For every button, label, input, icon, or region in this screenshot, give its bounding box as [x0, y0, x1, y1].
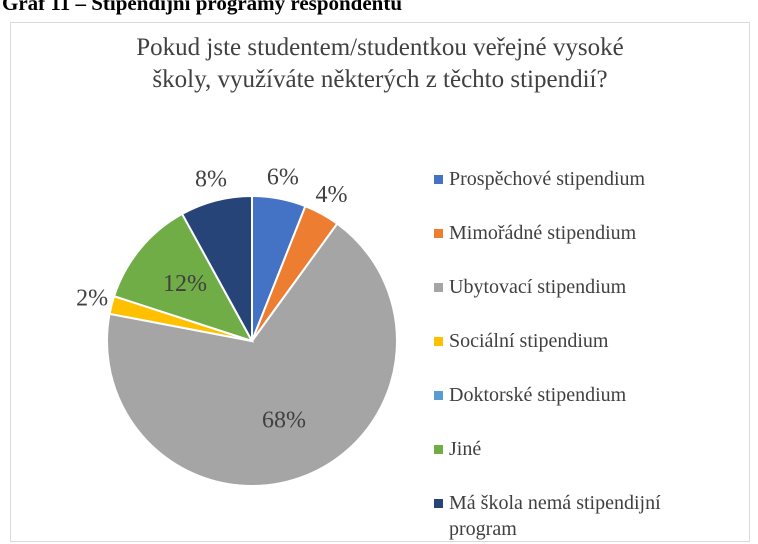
pie-slice [106, 222, 398, 487]
legend-label: Ubytovací stipendium [449, 276, 627, 298]
chart: 6% 4% 68% 2% 12% 8% [76, 164, 398, 487]
legend-item: Jiné [434, 436, 714, 490]
legend-item: Má škola nemá stipendijní program [434, 490, 714, 544]
chart-title: Pokud jste studentem/studentkou veřejné … [136, 34, 624, 93]
data-label: 6% [267, 164, 299, 190]
legend-swatch [434, 499, 443, 508]
pie-slice [180, 194, 253, 342]
legend-label: Má škola nemá stipendijní program [449, 492, 661, 540]
pie-slice [112, 212, 255, 343]
legend-swatch [434, 175, 443, 184]
legend-item: Doktorské stipendium [434, 382, 714, 436]
data-label: 68% [262, 407, 306, 433]
caption: Graf 11 – Stipendijní programy responden… [2, 0, 403, 15]
data-label: 8% [195, 167, 227, 193]
data-label: 2% [76, 285, 108, 311]
legend-label: Prospěchové stipendium [449, 168, 646, 190]
legend-swatch [434, 283, 443, 292]
legend: Prospěchové stipendium Mimořádné stipendi… [434, 166, 714, 544]
data-label: 12% [163, 271, 207, 297]
legend-swatch [434, 445, 443, 454]
legend-label: Mimořádné stipendium [449, 222, 637, 244]
legend-label: Doktorské stipendium [449, 384, 627, 406]
legend-label: Sociální stipendium [449, 330, 609, 352]
legend-swatch [434, 337, 443, 346]
legend-item: Mimořádné stipendium [434, 220, 714, 274]
legend-item: Ubytovací stipendium [434, 274, 714, 328]
legend-item: Sociální stipendium [434, 328, 714, 382]
legend-label: Jiné [449, 438, 482, 460]
legend-swatch [434, 229, 443, 238]
legend-item: Prospěchové stipendium [434, 166, 714, 220]
data-label: 4% [315, 182, 347, 208]
legend-swatch [434, 391, 443, 400]
